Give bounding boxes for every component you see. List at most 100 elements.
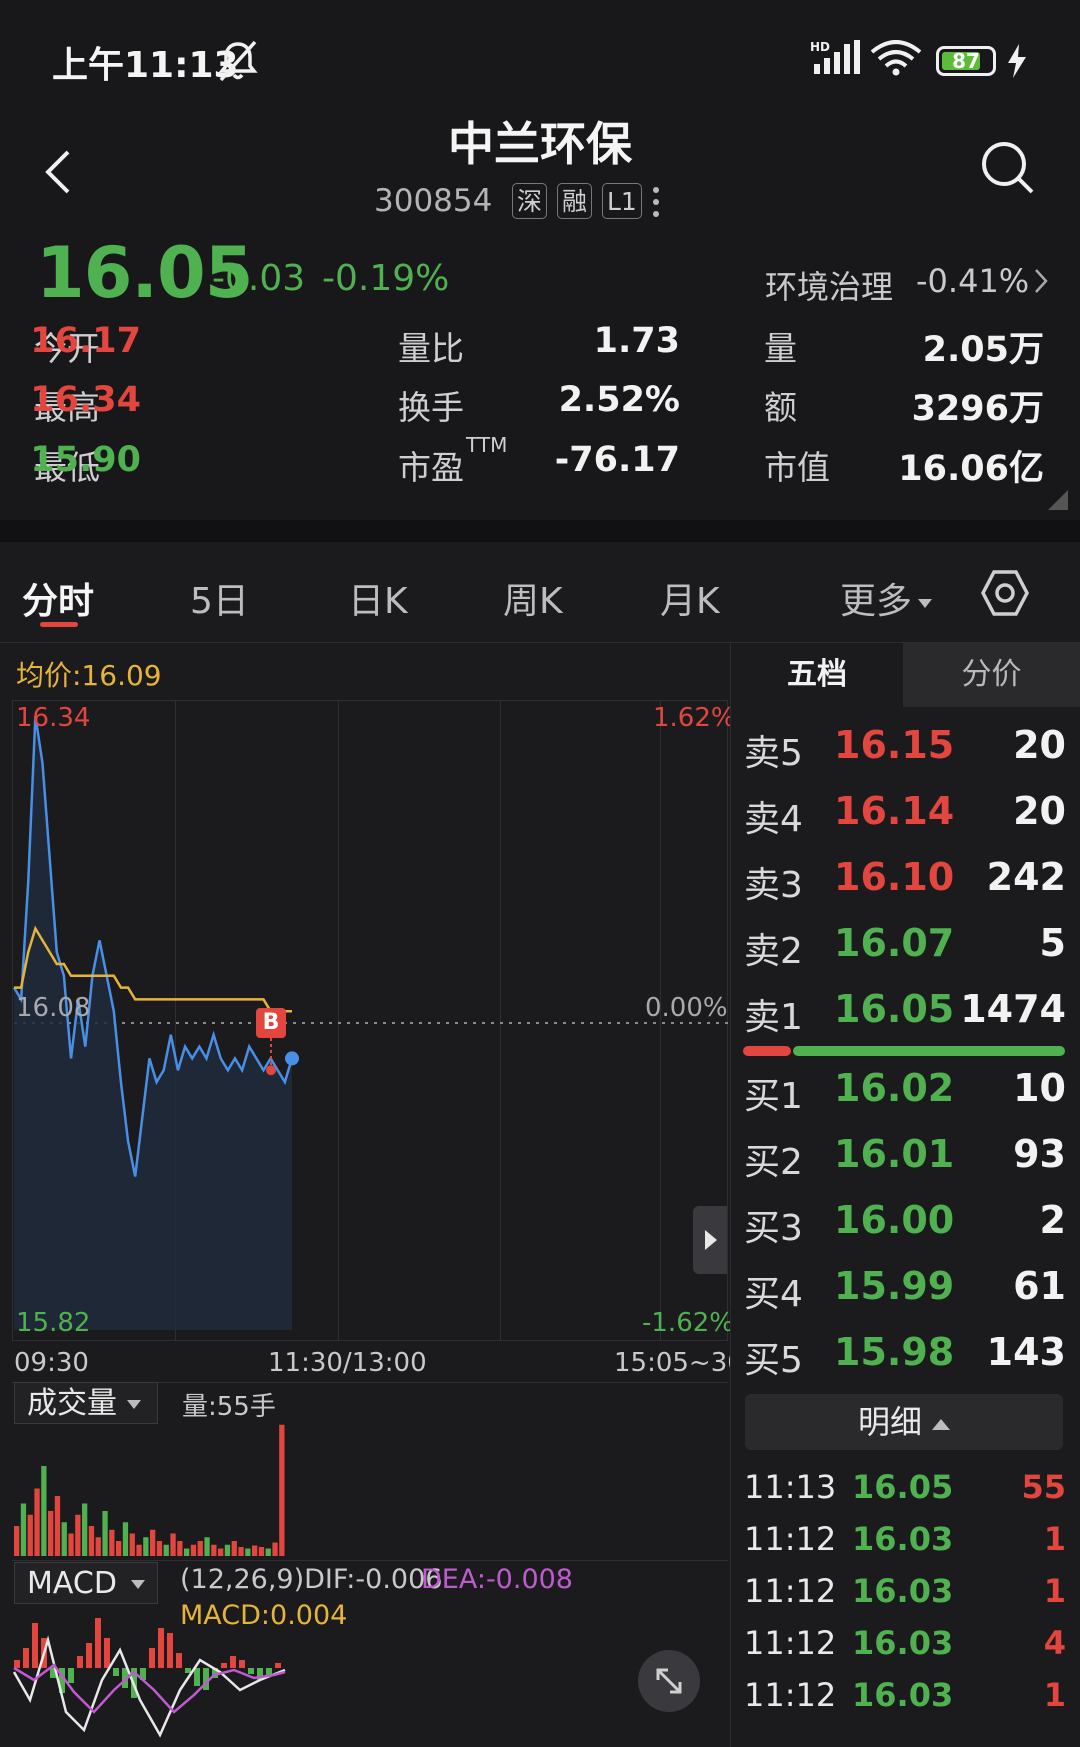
ask-price: 16.15 [834,723,955,767]
tab-more-label[interactable]: 更多 [840,581,913,622]
time-start: 09:30 [14,1348,89,1378]
grid-line [12,700,728,701]
quote-value: 16.34 [30,380,141,420]
macd-dropdown-label[interactable]: MACD [27,1566,117,1601]
pct-axis-bottom: -1.62% [642,1308,734,1338]
volume-bar [61,1522,67,1556]
detail-label[interactable]: 明细 [857,1403,922,1441]
macd-bar [77,1656,83,1668]
macd-bar [14,1660,20,1668]
expand-corner-icon[interactable] [1048,490,1068,510]
macd-bar [221,1663,227,1668]
macd-bar [95,1618,101,1668]
volume-bar [204,1537,210,1556]
expand-arrows-icon [656,1668,682,1694]
tick-time: 11:12 [744,1676,837,1714]
expand-panel-button[interactable] [693,1206,727,1274]
grid-line [12,1560,728,1561]
battery-icon: 87 [936,46,996,76]
quote-label: 换手 [398,388,464,427]
fullscreen-button[interactable] [638,1650,700,1712]
volume-bar [170,1533,176,1556]
tab-monthly-k[interactable]: 月K [660,581,720,622]
macd-indicator-dropdown[interactable]: MACD [14,1562,158,1604]
pct-axis-top: 1.62% [653,703,736,733]
more-dots-icon[interactable] [651,186,661,218]
volume-bar [109,1529,115,1556]
volume-dropdown-label[interactable]: 成交量 [27,1386,117,1421]
buy-marker[interactable]: B [256,1008,286,1038]
volume-bar [20,1503,27,1556]
grid-line [12,700,13,1340]
intraday-price-chart[interactable] [0,0,730,1747]
bell-off-icon [218,40,258,82]
detail-toggle-button[interactable]: 明细 [745,1394,1063,1450]
macd-chart [12,1618,286,1738]
volume-bar [150,1529,156,1556]
volume-bar [34,1488,40,1556]
macd-bar [68,1668,74,1683]
volume-bar [95,1537,101,1556]
status-bar [0,0,1080,110]
volume-bar [211,1544,217,1556]
volume-bar [218,1548,224,1556]
margin-tag: 融 [557,183,593,219]
macd-bar [122,1668,128,1688]
last-price-dot [285,1051,299,1066]
tick-price: 16.03 [852,1572,954,1610]
volume-bar [102,1511,108,1556]
tick-quantity: 1 [1043,1520,1066,1558]
volume-bar [48,1511,54,1556]
ask-price: 16.10 [834,855,955,899]
volume-bar [163,1544,169,1556]
macd-bar [149,1648,155,1668]
bid-price: 16.02 [834,1066,955,1110]
volume-bar [156,1541,163,1556]
bid-quantity: 143 [986,1330,1066,1374]
tick-price: 16.05 [852,1468,954,1506]
chevron-right-icon[interactable] [1034,268,1048,294]
settings-icon[interactable] [980,568,1030,618]
y-axis-top: 16.34 [16,703,91,733]
macd-bar [185,1668,191,1673]
sector-pct[interactable]: -0.41% [916,262,1030,300]
search-icon[interactable] [980,140,1036,196]
tab-daily-k[interactable]: 日K [348,581,408,622]
grid-line [338,700,339,1340]
order-book-panel [730,643,1080,1747]
macd-bar [194,1668,200,1686]
quote-value: 1.73 [593,321,680,361]
volume-indicator-dropdown[interactable]: 成交量 [14,1382,158,1424]
chevron-down-icon [130,1580,145,1589]
bid-level-label: 买2 [744,1142,803,1183]
section-divider [0,520,1080,542]
back-icon[interactable] [40,148,76,196]
macd-bar [275,1663,281,1668]
volume-bar [272,1542,278,1556]
macd-value: MACD:0.004 [180,1600,348,1631]
tab-five-levels[interactable]: 五档 [731,643,903,707]
tab-price-distribution[interactable]: 分价 [903,643,1080,707]
ask-level-label: 卖5 [744,733,803,774]
quote-value: 16.06亿 [898,449,1044,489]
quote-label: 最低 [34,448,100,487]
tick-price: 16.03 [852,1520,954,1558]
macd-bar [239,1660,245,1668]
price-area-fill [14,716,292,1330]
sector-name[interactable]: 环境治理 [765,268,894,306]
tab-more[interactable]: 更多 [840,572,933,624]
stock-name: 中兰环保 [448,117,632,171]
volume-bar [177,1541,183,1556]
quote-label: 额 [764,388,797,427]
tab-intraday[interactable]: 分时 [22,581,95,622]
tab-5day[interactable]: 5日 [190,581,249,622]
ask-quantity: 5 [1039,921,1066,965]
volume-bar [190,1544,197,1556]
ask-quantity: 20 [1013,789,1066,833]
tab-weekly-k[interactable]: 周K [503,581,563,622]
macd-bar [104,1638,110,1668]
bid-quantity: 2 [1039,1198,1066,1242]
tick-price: 16.03 [852,1676,954,1714]
tick-quantity: 1 [1043,1676,1066,1714]
grid-line [500,700,501,1340]
